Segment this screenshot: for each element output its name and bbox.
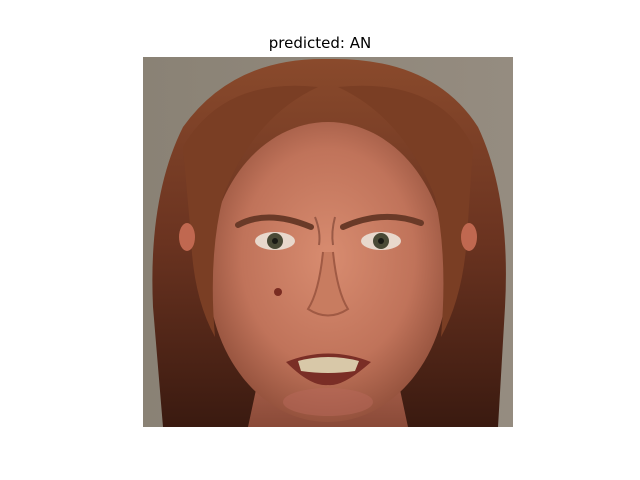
left-ear [179,223,195,251]
mole [274,288,282,296]
image-panel [143,57,513,427]
right-ear [461,223,477,251]
face-photo [143,57,513,427]
right-eyebrow [340,213,424,230]
figure-title: predicted: AN [268,34,372,52]
nose [306,251,350,317]
teeth [298,357,359,373]
hair-left-side [183,85,318,337]
hair-right-side [338,85,473,337]
left-eyebrow [235,214,314,230]
